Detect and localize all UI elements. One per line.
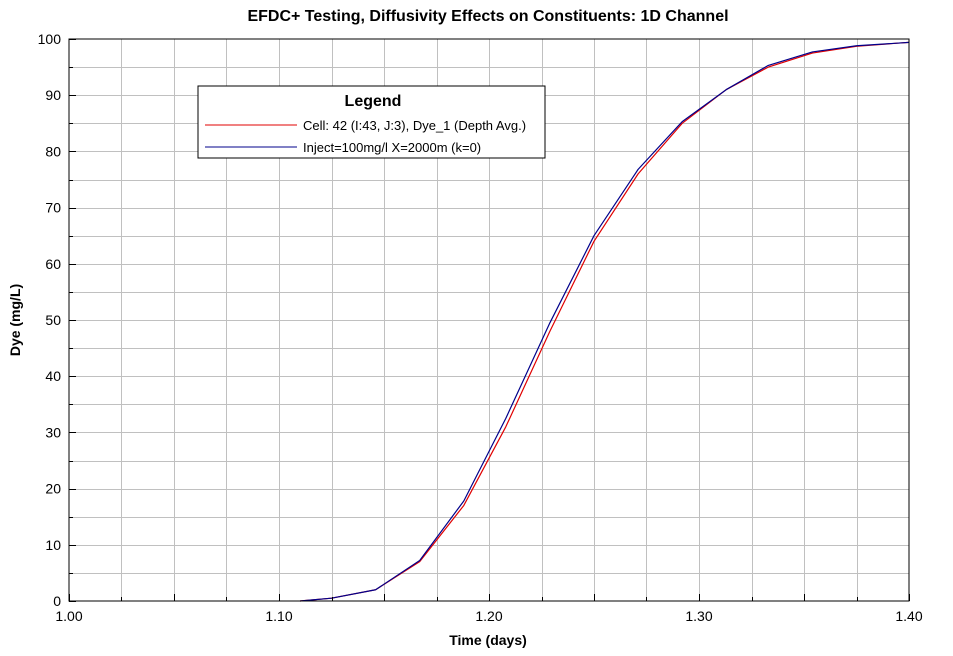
y-axis-title: Dye (mg/L) — [7, 284, 23, 356]
legend: Legend Cell: 42 (I:43, J:3), Dye_1 (Dept… — [197, 85, 546, 159]
y-tick-label: 60 — [45, 256, 61, 272]
x-tick-label: 1.00 — [55, 608, 82, 624]
tick-labels: 1.00 1.10 1.20 1.30 1.40 0 10 20 30 40 50 60 70 80 90 1… — [38, 31, 923, 624]
series-group — [299, 41, 910, 602]
x-tick-label: 1.20 — [475, 608, 502, 624]
legend-label-inject: Inject=100mg/l X=2000m (k=0) — [303, 140, 481, 155]
x-axis-title: Time (days) — [449, 632, 527, 648]
y-tick-label: 10 — [45, 537, 61, 553]
ticks — [69, 39, 910, 602]
y-tick-label: 40 — [45, 368, 61, 384]
y-tick-label: 20 — [45, 481, 61, 497]
legend-title: Legend — [345, 93, 402, 110]
legend-label-cell-42: Cell: 42 (I:43, J:3), Dye_1 (Depth Avg.) — [303, 118, 526, 133]
y-tick-label: 100 — [38, 31, 62, 47]
chart-title: EFDC+ Testing, Diffusivity Effects on Co… — [247, 8, 728, 25]
y-tick-label: 30 — [45, 424, 61, 440]
y-tick-label: 0 — [53, 593, 61, 609]
series-line-inject — [299, 41, 910, 602]
x-tick-label: 1.40 — [895, 608, 922, 624]
x-tick-label: 1.10 — [265, 608, 292, 624]
y-tick-label: 50 — [45, 312, 61, 328]
y-tick-label: 80 — [45, 143, 61, 159]
x-tick-label: 1.30 — [685, 608, 712, 624]
y-tick-label: 70 — [45, 200, 61, 216]
y-tick-label: 90 — [45, 87, 61, 103]
legend-box — [197, 85, 546, 159]
